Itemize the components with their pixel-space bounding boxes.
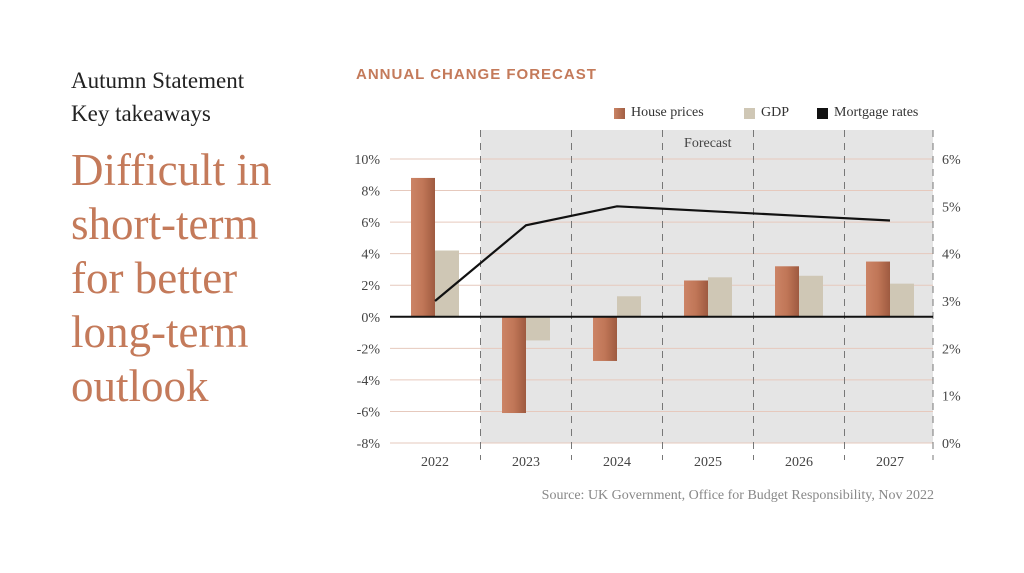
legend-swatch xyxy=(817,107,828,119)
legend-swatch xyxy=(614,107,625,119)
headline: Difficult in short-term for better long-… xyxy=(71,143,341,413)
right-tick-label: 1% xyxy=(942,390,961,405)
headline-line: long-term xyxy=(71,307,249,357)
x-tick-label: 2026 xyxy=(785,455,813,470)
legend-label: Mortgage rates xyxy=(834,105,919,120)
bar-house-prices xyxy=(502,316,526,414)
forecast-label: Forecast xyxy=(684,136,732,151)
left-tick-label: 2% xyxy=(361,279,380,294)
headline-line: short-term xyxy=(71,199,259,249)
bar-gdp xyxy=(526,316,550,341)
right-tick-label: 6% xyxy=(942,153,961,168)
x-tick-label: 2025 xyxy=(694,455,722,470)
bar-gdp xyxy=(617,296,641,317)
left-tick-label: -2% xyxy=(357,342,381,357)
legend-item-gdp: GDP xyxy=(744,105,789,121)
bar-gdp xyxy=(799,275,823,317)
left-tick-label: -8% xyxy=(357,437,381,452)
x-tick-label: 2024 xyxy=(603,455,631,470)
bar-gdp xyxy=(708,277,732,317)
bar-house-prices xyxy=(866,261,890,317)
line-mortgage-rates xyxy=(434,205,891,302)
bar-house-prices xyxy=(775,266,799,317)
left-tick-label: 4% xyxy=(361,248,380,263)
x-tick-label: 2023 xyxy=(512,455,540,470)
legend: House prices GDP Mortgage rates xyxy=(0,105,1024,125)
kicker: Autumn Statement Key takeaways xyxy=(71,64,244,130)
right-tick-label: 0% xyxy=(942,437,961,452)
x-tick-label: 2022 xyxy=(421,455,449,470)
kicker-line-1: Autumn Statement xyxy=(71,68,245,93)
right-tick-label: 2% xyxy=(942,342,961,357)
legend-swatch xyxy=(744,107,755,119)
left-tick-label: -4% xyxy=(357,374,381,389)
legend-item-house-prices: House prices xyxy=(614,105,704,121)
kicker-line-2: Key takeaways xyxy=(71,101,211,126)
headline-line: outlook xyxy=(71,361,209,411)
right-tick-label: 4% xyxy=(942,248,961,263)
source-note: Source: UK Government, Office for Budget… xyxy=(541,488,934,503)
right-tick-label: 3% xyxy=(942,295,961,310)
left-tick-label: 10% xyxy=(354,153,380,168)
left-tick-label: 0% xyxy=(361,311,380,326)
headline-line: for better xyxy=(71,253,238,303)
legend-label: House prices xyxy=(631,105,704,120)
bar-house-prices xyxy=(411,177,435,317)
bar-house-prices xyxy=(593,316,617,361)
right-tick-label: 5% xyxy=(942,200,961,215)
chart-title: ANNUAL CHANGE FORECAST xyxy=(356,66,597,83)
legend-item-mortgage-rates: Mortgage rates xyxy=(817,105,918,121)
x-tick-label: 2027 xyxy=(876,455,904,470)
left-tick-label: 8% xyxy=(361,185,380,200)
left-tick-label: 6% xyxy=(361,216,380,231)
left-tick-label: -6% xyxy=(357,405,381,420)
bar-house-prices xyxy=(684,280,708,317)
headline-line: Difficult in xyxy=(71,145,272,195)
bar-gdp xyxy=(890,283,914,317)
legend-label: GDP xyxy=(761,105,790,120)
